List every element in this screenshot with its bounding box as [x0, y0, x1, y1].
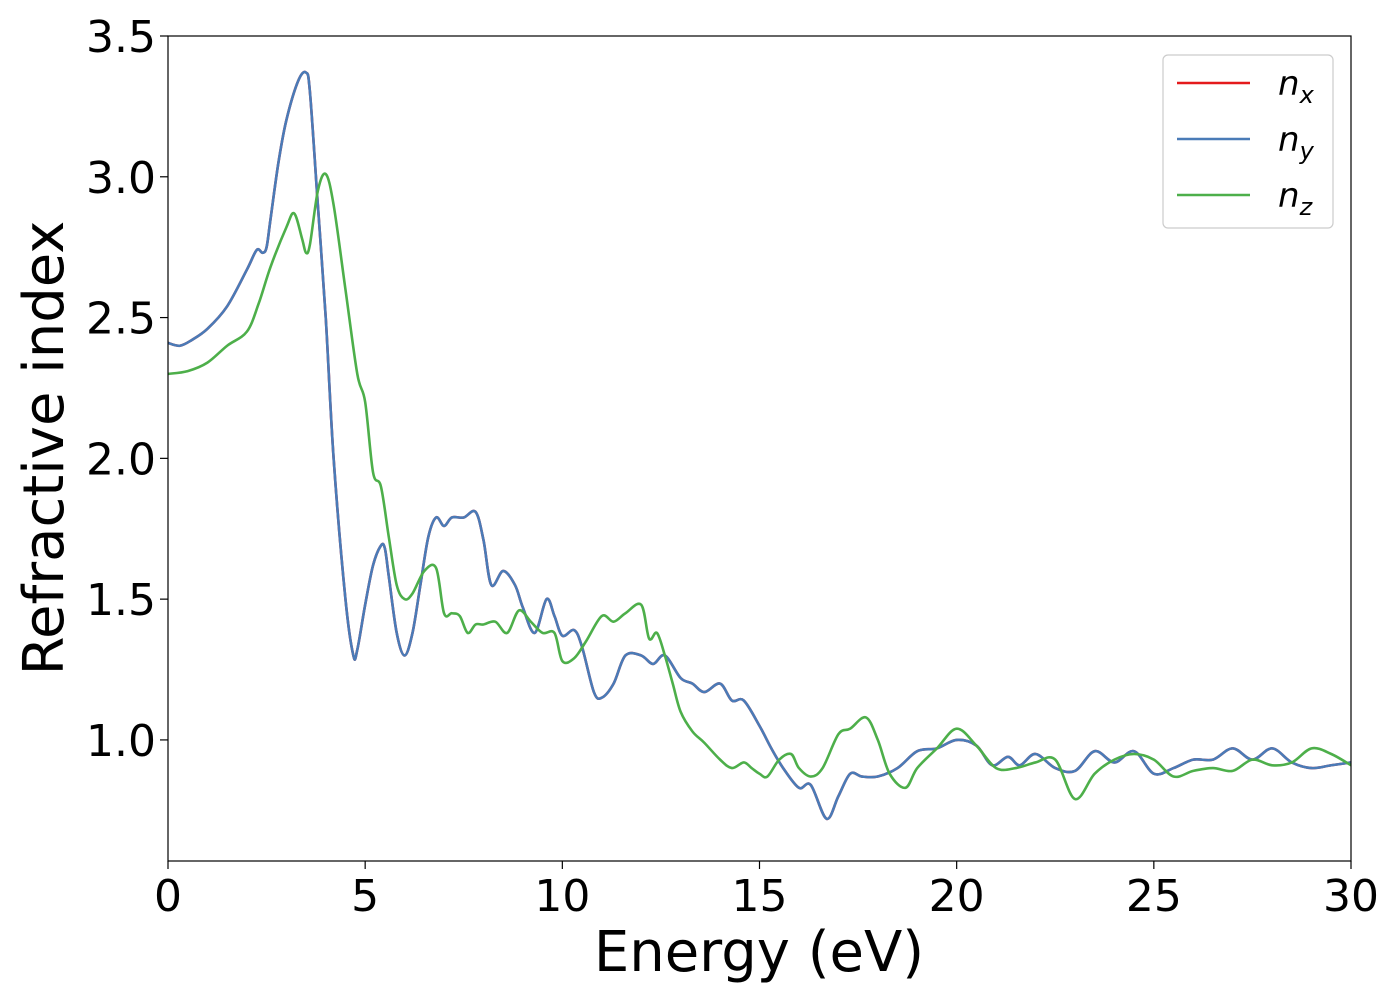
x-tick-label: 30 [1323, 871, 1379, 922]
y-tick-label: 1.5 [86, 575, 156, 626]
x-axis-label: Energy (eV) [594, 920, 924, 985]
y-tick-label: 2.5 [86, 294, 156, 345]
y-tick-label: 2.0 [86, 434, 156, 485]
y-axis-label: Refractive index [12, 221, 77, 676]
x-axis-ticks: 0 5 10 15 20 25 30 [154, 861, 1379, 922]
x-tick-label: 25 [1126, 871, 1182, 922]
x-tick-label: 20 [929, 871, 985, 922]
x-tick-label: 10 [534, 871, 590, 922]
series-line-n-y [168, 70, 1351, 821]
x-tick-label: 15 [732, 871, 788, 922]
y-axis-ticks: 1.0 1.5 2.0 2.5 3.0 3.5 [86, 12, 168, 767]
x-tick-label: 5 [351, 871, 379, 922]
y-tick-label: 3.0 [86, 153, 156, 204]
y-tick-label: 1.0 [86, 716, 156, 767]
y-tick-label: 3.5 [86, 12, 156, 63]
x-tick-label: 0 [154, 871, 182, 922]
legend-box [1162, 54, 1334, 229]
series-layer [168, 70, 1351, 821]
series-line-n-z [168, 172, 1351, 801]
